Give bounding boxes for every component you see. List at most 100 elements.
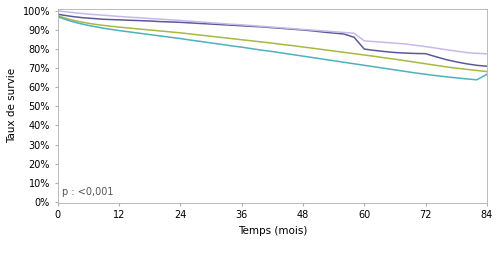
Manquant xyxy=(167,18,173,21)
1-2 xyxy=(433,64,439,67)
0 xyxy=(270,26,276,29)
Manquant xyxy=(106,14,112,17)
1-2 xyxy=(208,35,214,38)
Manquant xyxy=(280,26,285,29)
1-2 xyxy=(80,21,86,24)
Manquant xyxy=(96,13,102,16)
Manquant xyxy=(392,42,398,45)
3-4 xyxy=(106,28,112,31)
1-2 xyxy=(178,31,184,34)
3-4 xyxy=(270,50,276,53)
0 xyxy=(100,18,106,21)
Manquant xyxy=(188,20,194,23)
3-4 xyxy=(454,76,460,80)
0 xyxy=(60,14,66,17)
1-2 xyxy=(402,59,408,62)
0 xyxy=(111,18,117,21)
3-4 xyxy=(320,58,326,61)
0 xyxy=(351,36,357,39)
0 xyxy=(433,55,439,58)
Manquant xyxy=(238,23,244,26)
Manquant xyxy=(198,20,203,23)
0 xyxy=(474,64,480,67)
0 xyxy=(402,51,408,55)
Manquant xyxy=(474,52,480,55)
3-4 xyxy=(433,74,439,77)
1-2 xyxy=(372,55,378,58)
Manquant xyxy=(402,42,408,46)
Manquant xyxy=(228,23,234,26)
0 xyxy=(116,18,122,21)
3-4 xyxy=(341,61,347,64)
1-2 xyxy=(464,68,469,71)
3-4 xyxy=(96,26,102,29)
0 xyxy=(86,17,91,20)
0 xyxy=(382,50,388,53)
0 xyxy=(443,58,449,61)
3-4 xyxy=(218,43,224,46)
Manquant xyxy=(341,31,347,34)
0 xyxy=(412,52,418,55)
Manquant xyxy=(330,30,336,33)
1-2 xyxy=(146,28,152,31)
Manquant xyxy=(300,28,306,31)
0 xyxy=(167,20,173,23)
1-2 xyxy=(443,65,449,68)
Manquant xyxy=(111,15,117,18)
1-2 xyxy=(198,34,203,37)
Manquant xyxy=(412,44,418,47)
1-2 xyxy=(106,24,112,28)
3-4 xyxy=(188,38,194,42)
1-2 xyxy=(218,36,224,39)
1-2 xyxy=(70,19,76,22)
1-2 xyxy=(484,70,490,73)
3-4 xyxy=(392,68,398,72)
Text: p : <0,001: p : <0,001 xyxy=(62,187,114,197)
3-4 xyxy=(238,46,244,49)
1-2 xyxy=(136,28,142,31)
Manquant xyxy=(320,29,326,32)
3-4 xyxy=(372,65,378,68)
1-2 xyxy=(238,38,244,41)
0 xyxy=(126,19,132,22)
3-4 xyxy=(402,70,408,73)
Manquant xyxy=(443,48,449,51)
Manquant xyxy=(136,16,142,19)
Line: 1-2: 1-2 xyxy=(58,16,487,72)
3-4 xyxy=(100,27,106,30)
0 xyxy=(146,20,152,23)
Manquant xyxy=(146,17,152,20)
0 xyxy=(362,48,368,51)
Manquant xyxy=(259,25,265,28)
0 xyxy=(238,24,244,27)
0 xyxy=(249,25,255,28)
Manquant xyxy=(157,17,163,21)
1-2 xyxy=(54,14,60,17)
3-4 xyxy=(111,28,117,31)
0 xyxy=(228,24,234,27)
Manquant xyxy=(310,29,316,32)
1-2 xyxy=(290,44,296,47)
1-2 xyxy=(90,23,96,26)
3-4 xyxy=(474,78,480,81)
Manquant xyxy=(290,27,296,30)
1-2 xyxy=(75,20,81,23)
3-4 xyxy=(228,44,234,47)
3-4 xyxy=(126,30,132,34)
1-2 xyxy=(86,22,91,25)
1-2 xyxy=(126,27,132,30)
0 xyxy=(218,23,224,26)
0 xyxy=(188,21,194,24)
X-axis label: Temps (mois): Temps (mois) xyxy=(238,226,307,236)
Y-axis label: Taux de survie: Taux de survie xyxy=(7,68,17,144)
1-2 xyxy=(392,58,398,61)
3-4 xyxy=(90,25,96,28)
3-4 xyxy=(75,22,81,25)
3-4 xyxy=(208,41,214,44)
1-2 xyxy=(249,39,255,42)
0 xyxy=(464,62,469,65)
1-2 xyxy=(412,61,418,64)
3-4 xyxy=(70,20,76,23)
1-2 xyxy=(362,54,368,57)
0 xyxy=(300,28,306,31)
